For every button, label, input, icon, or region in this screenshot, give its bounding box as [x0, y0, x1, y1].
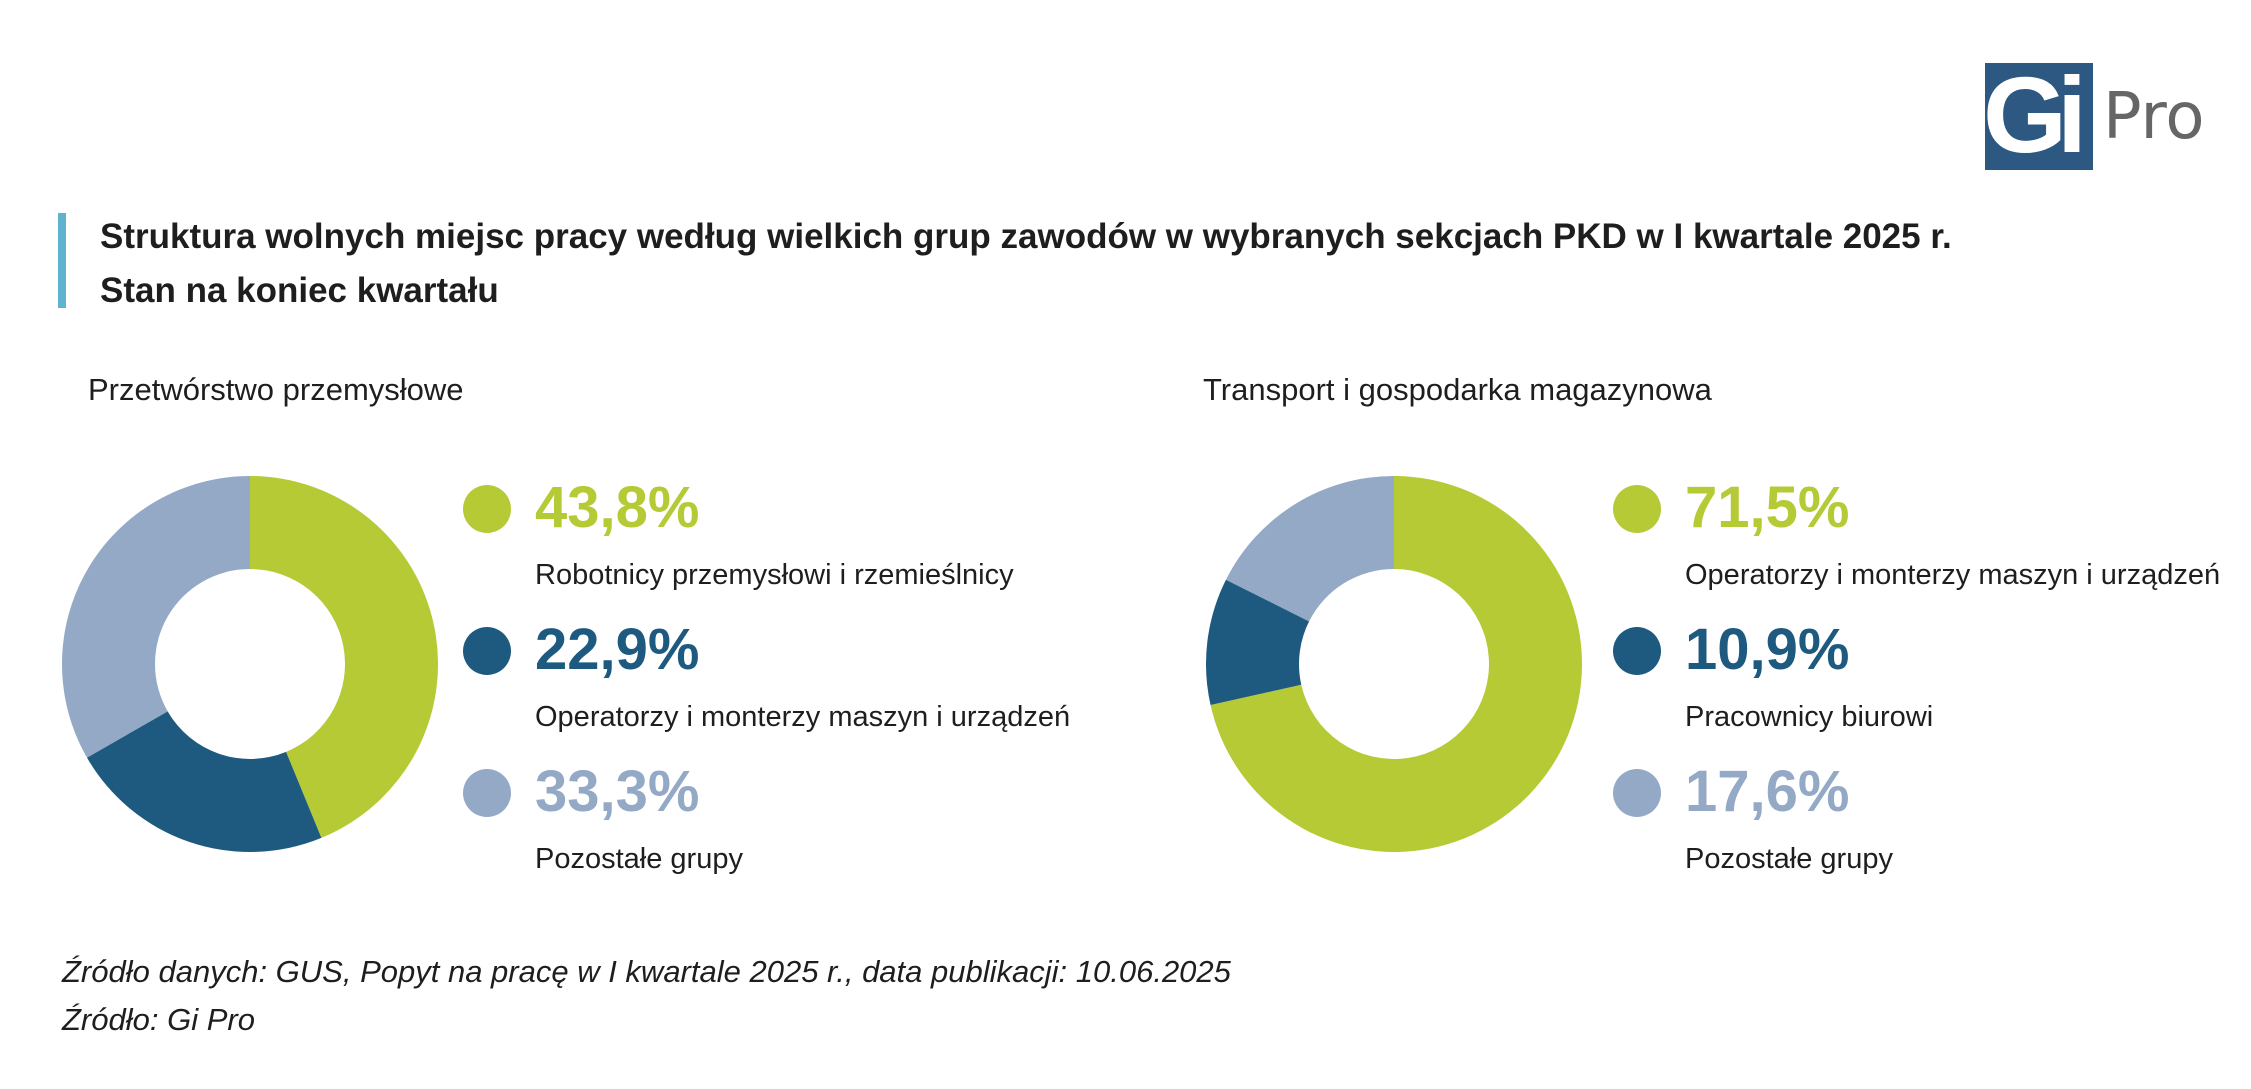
donut-slice-pozostale-grupy — [1225, 476, 1394, 622]
chart-title: Struktura wolnych miejsc pracy według wi… — [100, 210, 1952, 318]
donut-slice-robotnicy-przemyslowi-i-rzemieslnicy — [250, 476, 438, 838]
donut-slice-pracownicy-biurowi — [1206, 579, 1310, 706]
legend-swatch — [1613, 627, 1661, 675]
chart-title-line2: Stan na koniec kwartału — [100, 271, 499, 310]
legend-value: 10,9% — [1685, 617, 1850, 682]
legend-value: 17,6% — [1685, 759, 1850, 824]
donut-slice-operatorzy-i-monterzy-maszyn-i-urzadzen — [1210, 476, 1582, 852]
logo-mark: Gi — [1985, 63, 2093, 170]
donut-chart-transport — [1206, 476, 1582, 852]
legend-swatch — [463, 769, 511, 817]
panel-title-manufacturing: Przetwórstwo przemysłowe — [88, 372, 464, 407]
legend-swatch — [463, 485, 511, 533]
legend-value: 43,8% — [535, 475, 700, 540]
source-note: Źródło: Gi Pro — [62, 1002, 255, 1037]
legend-label: Pozostałe grupy — [535, 843, 743, 875]
panel-title-transport: Transport i gospodarka magazynowa — [1203, 372, 1712, 407]
legend-label: Operatorzy i monterzy maszyn i urządzeń — [1685, 559, 2221, 591]
legend-label: Operatorzy i monterzy maszyn i urządzeń — [535, 701, 1071, 733]
legend-swatch — [1613, 485, 1661, 533]
gi-pro-logo: Gi Pro — [1985, 63, 2205, 170]
legend-label: Pracownicy biurowi — [1685, 701, 1934, 733]
legend-value: 33,3% — [535, 759, 700, 824]
chart-title-line1: Struktura wolnych miejsc pracy według wi… — [100, 217, 1952, 256]
title-accent-bar — [58, 213, 66, 308]
legend-swatch — [463, 627, 511, 675]
logo-suffix: Pro — [2103, 79, 2205, 154]
legend-value: 71,5% — [1685, 475, 1850, 540]
source-data-note: Źródło danych: GUS, Popyt na pracę w I k… — [62, 954, 1231, 989]
legend-label: Pozostałe grupy — [1685, 843, 1893, 875]
legend-label: Robotnicy przemysłowi i rzemieślnicy — [535, 559, 1014, 591]
donut-chart-manufacturing — [61, 476, 438, 852]
legend-swatch — [1613, 769, 1661, 817]
legend-value: 22,9% — [535, 617, 700, 682]
logo-mark-text: Gi — [1985, 63, 2087, 170]
donut-slice-pozostale-grupy — [61, 476, 250, 758]
donut-slice-operatorzy-i-monterzy-maszyn-i-urzadzen — [86, 711, 322, 852]
